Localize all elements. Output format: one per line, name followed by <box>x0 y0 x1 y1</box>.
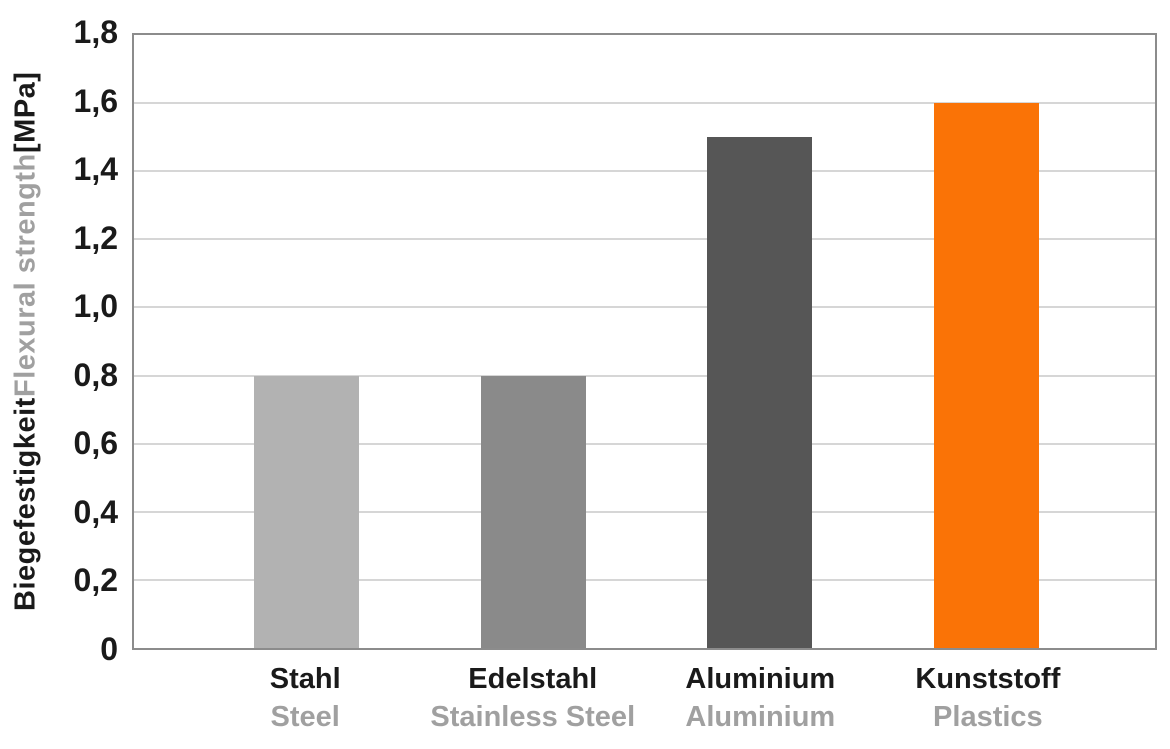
bar-aluminium <box>707 137 813 648</box>
y-tick-label: 1,4 <box>73 150 118 187</box>
y-tick-label: 0 <box>100 630 118 667</box>
gridline <box>134 306 1155 309</box>
gridline <box>134 578 1155 581</box>
category-label-de: Edelstahl <box>468 663 598 695</box>
x-axis-labels: Stahl Steel Edelstahl Stainless Steel Alumin… <box>0 660 1170 749</box>
y-tick-label: 0,8 <box>73 356 118 393</box>
plot-inner <box>134 35 1155 648</box>
gridline <box>134 442 1155 445</box>
category-label-en: Stainless Steel <box>430 701 636 733</box>
y-tick-label: 1,8 <box>73 13 118 50</box>
gridline <box>134 510 1155 513</box>
y-tick-label: 1,2 <box>73 219 118 256</box>
category-label-steel: Stahl Steel <box>270 660 341 736</box>
category-label-de: Kunststoff <box>915 663 1061 695</box>
bar-steel <box>253 375 360 648</box>
category-label-de: Stahl <box>269 663 341 695</box>
category-label-stainless-steel: Edelstahl Stainless Steel <box>430 660 635 736</box>
category-label-en: Aluminium <box>685 701 836 733</box>
gridline <box>134 374 1155 377</box>
gridline <box>134 102 1155 105</box>
y-axis-ticks: 0 0,2 0,4 0,6 0,8 1,0 1,2 1,4 1,6 1,8 <box>0 0 118 749</box>
bar-stainless-steel <box>480 375 586 648</box>
category-label-en: Steel <box>270 701 340 733</box>
y-tick-label: 0,4 <box>73 493 118 530</box>
category-label-aluminium: Aluminium Aluminium <box>685 660 835 736</box>
gridline <box>134 170 1155 173</box>
category-label-plastics: Kunststoff Plastics <box>915 660 1060 736</box>
gridline <box>134 238 1155 241</box>
category-label-en: Plastics <box>933 701 1043 733</box>
y-tick-label: 0,6 <box>73 425 118 462</box>
y-tick-label: 1,0 <box>73 287 118 324</box>
category-label-de: Aluminium <box>685 663 836 695</box>
bar-plastics <box>933 103 1040 648</box>
plot-area <box>132 33 1157 650</box>
y-tick-label: 0,2 <box>73 562 118 599</box>
y-tick-label: 1,6 <box>73 82 118 119</box>
